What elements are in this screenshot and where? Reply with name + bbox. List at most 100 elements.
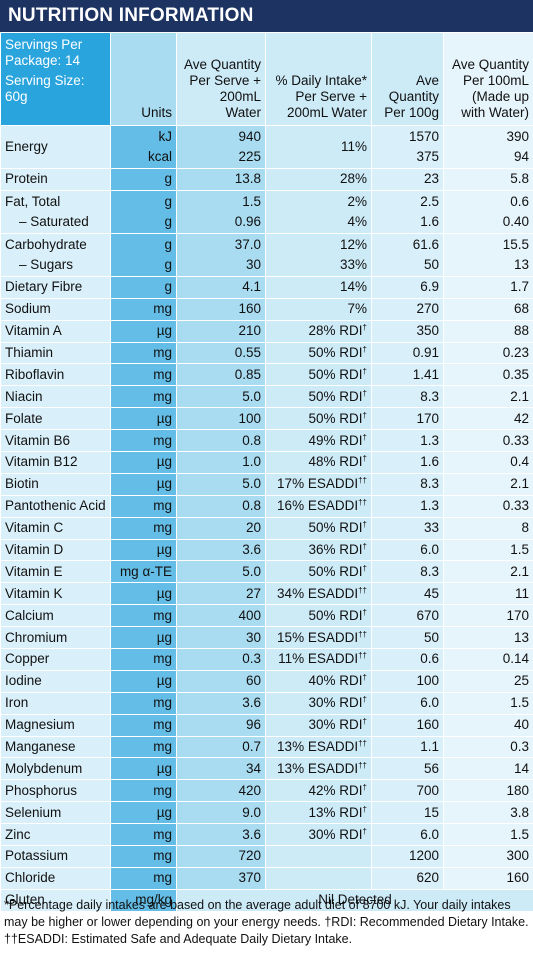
per-serve-value-line: 5.0	[242, 476, 261, 492]
per-100g-value: 670	[371, 604, 444, 628]
per-100g-value-line: 620	[416, 870, 439, 886]
per-100g-value: 50	[371, 626, 444, 650]
nutrient-name-line: Niacin	[5, 388, 43, 404]
nutrient-name: Pantothenic Acid	[0, 494, 111, 518]
per-100g-value: 56	[371, 757, 444, 781]
footnote-mark: †	[362, 563, 367, 573]
nutrient-unit: g	[110, 275, 177, 299]
nutrient-name: Fat, Total – Saturated	[0, 189, 111, 234]
nutrient-name: Zinc	[0, 823, 111, 847]
per-100ml-value: 0.33	[443, 494, 533, 518]
nutrient-unit: µg	[110, 626, 177, 650]
per-serve-value-line: 3.6	[242, 826, 261, 842]
table-row: Energy kJ kcal 940 225 11% 1570 375 390 94	[0, 125, 533, 169]
table-row: Vitamin B12 µg 1.0 48% RDI† 1.6 0.4	[0, 451, 533, 474]
per-100g-value-line: 1.3	[420, 432, 439, 448]
per-100ml-value-line: 0.35	[502, 366, 529, 382]
footnote-mark: †	[362, 345, 367, 354]
per-100ml-value: 8	[443, 516, 533, 540]
per-100g-value: 6.0	[371, 538, 444, 562]
per-100ml-value-line: 160	[506, 870, 529, 886]
nutrient-name: Protein	[0, 168, 111, 191]
nutrient-name: Energy	[0, 125, 111, 169]
per-100g-value: 0.91	[371, 341, 444, 365]
nutrient-unit: mg	[110, 385, 177, 409]
per-serve-value: 720	[176, 845, 266, 868]
nutrient-name-line: Molybdenum	[5, 760, 83, 776]
per-serve-value: 370	[176, 866, 266, 890]
per-serve-value-line: 0.96	[234, 213, 261, 229]
per-100ml-value: 0.4	[443, 451, 533, 474]
per-100ml-value: 40	[443, 713, 533, 737]
nutrient-name: Niacin	[0, 385, 111, 409]
daily-intake-value: 28%	[265, 168, 372, 191]
daily-intake-value-line: 30% RDI	[308, 826, 363, 842]
per-100g-value: 33	[371, 516, 444, 540]
per-100g-value: 8.3	[371, 385, 444, 409]
per-serve-value: 100	[176, 407, 266, 431]
table-row: Thiamin mg 0.55 50% RDI† 0.91 0.23	[0, 341, 533, 365]
per-100g-value: 1.3	[371, 494, 444, 518]
per-100g-value: 0.6	[371, 648, 444, 671]
per-serve-value: 210	[176, 319, 266, 343]
daily-intake-value: 28% RDI†	[265, 319, 372, 343]
nutrient-name: Riboflavin	[0, 363, 111, 387]
per-100ml-value: 0.23	[443, 341, 533, 365]
per-100ml-value: 14	[443, 757, 533, 781]
per-serve-value-line: 3.6	[242, 542, 261, 558]
footnote-mark: †	[362, 804, 367, 814]
per-serve-value-line: 210	[238, 323, 261, 339]
nutrient-name-line: Vitamin B6	[5, 432, 71, 448]
nutrient-unit: mg/kg	[110, 888, 177, 912]
per-100ml-value: 88	[443, 319, 533, 343]
nutrient-unit: mg	[110, 779, 177, 803]
per-serve-value: 27	[176, 582, 266, 606]
per-serve-value: 3.6	[176, 538, 266, 562]
per-100ml-value: 3.8	[443, 801, 533, 825]
nutrient-name-line: Chromium	[5, 629, 68, 645]
per-serve-value: 96	[176, 713, 266, 737]
daily-intake-value-line: 50% RDI	[308, 366, 363, 382]
per-serve-value: 400	[176, 604, 266, 628]
per-100g-value-line: 61.6	[412, 236, 439, 252]
per-100g-value-line: 375	[416, 149, 439, 164]
daily-intake-value-line: 11% ESADDI	[278, 651, 359, 667]
nutrient-name: Sodium	[0, 297, 111, 321]
nutrient-unit: mg	[110, 429, 177, 453]
per-serve-value-line: 5.0	[242, 388, 261, 404]
per-serve-value: 0.55	[176, 341, 266, 365]
per-100ml-value-line: 25	[513, 673, 529, 689]
per-serve-value: 20	[176, 516, 266, 540]
daily-intake-value-line: 14%	[339, 279, 367, 295]
per-100ml-value-line: 300	[506, 848, 529, 864]
table-row: Fat, Total – Saturated g g 1.5 0.96 2% 4% 2.5 1.6…	[0, 189, 533, 234]
per-100ml-value: 1.5	[443, 691, 533, 715]
per-100g-value: 8.3	[371, 560, 444, 584]
nutrient-unit: mg	[110, 516, 177, 540]
nutrient-unit: µg	[110, 669, 177, 693]
per-serve-value: 13.8	[176, 168, 266, 191]
per-serve-value-line: 0.8	[242, 498, 261, 514]
daily-intake-value-line: 40% RDI	[308, 673, 363, 689]
daily-intake-value: 50% RDI†	[265, 341, 372, 365]
per-100g-value: 61.6 50	[371, 232, 444, 277]
per-100ml-value-line: 15.5	[502, 236, 529, 252]
footnote-mark: †	[362, 695, 367, 705]
table-row: Iodine µg 60 40% RDI† 100 25	[0, 669, 533, 693]
nutrient-unit-line: µg	[156, 476, 172, 492]
per-serve-value-line: 9.0	[242, 804, 261, 820]
per-100g-value-line: 8.3	[420, 388, 439, 404]
table-row: Sodium mg 160 7% 270 68	[0, 297, 533, 321]
daily-intake-value: 13% ESADDI††	[265, 757, 372, 781]
per-100ml-value: 13	[443, 626, 533, 650]
table-row: Riboflavin mg 0.85 50% RDI† 1.41 0.35	[0, 363, 533, 387]
nutrient-unit-line: mg	[153, 432, 172, 448]
per-100g-value: 1.41	[371, 363, 444, 387]
per-100g-value-line: 100	[416, 673, 439, 689]
nutrient-unit: mg α-TE	[110, 560, 177, 584]
per-100g-value-line: 6.0	[420, 542, 439, 558]
table-row: Calcium mg 400 50% RDI† 670 170	[0, 604, 533, 628]
daily-intake-value: 30% RDI†	[265, 713, 372, 737]
daily-intake-value: 30% RDI†	[265, 691, 372, 715]
